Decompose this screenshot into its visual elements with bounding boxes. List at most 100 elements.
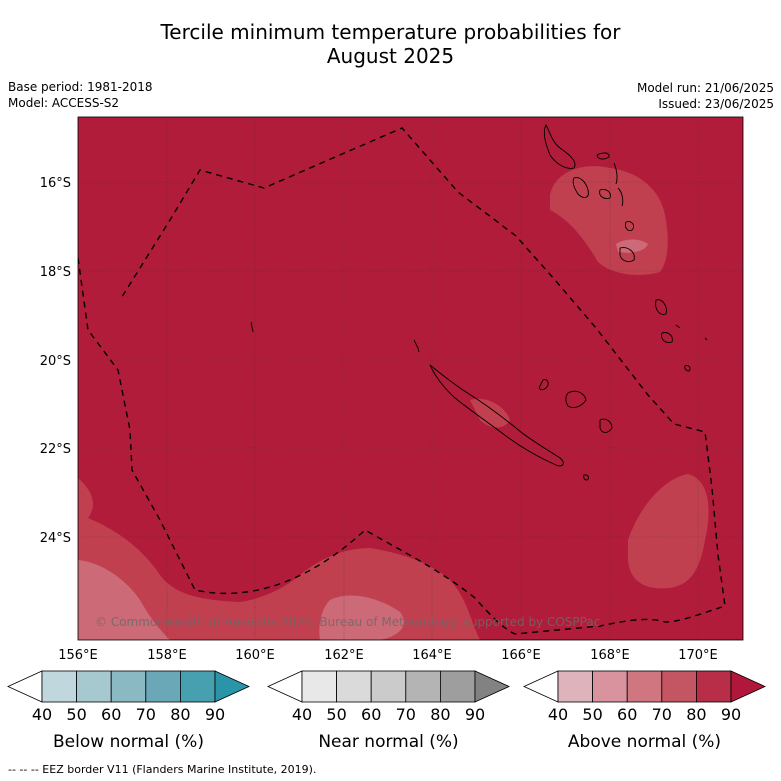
- longitude-label: 158°E: [147, 648, 187, 663]
- model-run: Model run: 21/06/2025: [636, 81, 774, 95]
- colorbar-tick-label: 70: [396, 705, 416, 724]
- latitude-label: 24°S: [40, 531, 71, 546]
- colorbar-max-extend: [474, 670, 510, 703]
- island-chesterfield: [250, 321, 254, 333]
- longitude-labels: 156°E 158°E 160°E 162°E 164°E 166°E 168°E 170°E: [58, 648, 718, 663]
- colorbar-tick-label: 60: [617, 705, 637, 724]
- map-area: © Commonwealth of Australia 2025, Bureau…: [78, 117, 743, 640]
- colorbar-segment: [661, 670, 697, 703]
- longitude-label: 162°E: [324, 648, 364, 663]
- colorbar-max-extend: [730, 670, 766, 703]
- colorbar-tick-label: 50: [66, 705, 86, 724]
- probability-patch-new-caledonia: [470, 398, 510, 428]
- colorbar-segment: [41, 670, 77, 703]
- longitude-label: 164°E: [412, 648, 452, 663]
- colorbar-title: Below normal (%): [53, 732, 204, 752]
- eez-border: [78, 127, 726, 635]
- colorbar-tick-label: 70: [652, 705, 672, 724]
- colorbar-segment: [626, 670, 663, 703]
- colorbar-title: Above normal (%): [568, 732, 721, 752]
- island-new-caledonia: [429, 364, 564, 467]
- model-name: Model: ACCESS-S2: [8, 96, 120, 110]
- island-mare: [599, 418, 613, 433]
- island-pentecost: [617, 187, 624, 207]
- colorbar-max-extend: [214, 670, 250, 703]
- colorbar-segment: [405, 670, 441, 703]
- colorbar-min-extend: [523, 670, 559, 703]
- island-walpole: [704, 337, 708, 341]
- island-ambae: [596, 152, 610, 160]
- colorbar-tick-label: 90: [205, 705, 225, 724]
- island-ouvea: [539, 379, 549, 391]
- island-tanna: [655, 299, 667, 315]
- island-espiritu-santo: [543, 124, 576, 169]
- island-ambrym: [599, 189, 611, 199]
- colorbar-tick-label: 90: [721, 705, 741, 724]
- colorbar-title: Near normal (%): [318, 732, 458, 752]
- colorbar-tick-label: 80: [170, 705, 190, 724]
- colorbar-min-extend: [267, 670, 303, 703]
- latitude-label: 20°S: [40, 354, 71, 369]
- island-futuna: [675, 324, 681, 329]
- island-erromango: [619, 247, 635, 263]
- longitude-label: 166°E: [501, 648, 541, 663]
- colorbar-segment: [336, 670, 372, 703]
- colorbar-tick-label: 60: [101, 705, 121, 724]
- copyright-notice: © Commonwealth of Australia 2025, Bureau…: [95, 615, 600, 629]
- colorbar-tick-label: 50: [582, 705, 602, 724]
- colorbar-segment: [592, 670, 628, 703]
- map-frame: [77, 116, 744, 641]
- probability-patch-south: [319, 595, 404, 640]
- graticule: [78, 117, 743, 640]
- colorbar-tick-label: 90: [465, 705, 485, 724]
- island-aneityum: [661, 332, 673, 343]
- colorbar-segment: [301, 670, 337, 703]
- island-lifou: [565, 390, 587, 409]
- longitude-label: 170°E: [678, 648, 718, 663]
- coastlines: [250, 124, 708, 481]
- probability-patch-southeast: [628, 474, 709, 589]
- latitude-labels: 16°S 18°S 20°S 22°S 24°S: [40, 176, 71, 546]
- longitude-label: 168°E: [590, 648, 630, 663]
- map-title-line2: August 2025: [326, 44, 455, 68]
- colorbar: 40 50 60 70 80 90 Near normal (%): [267, 670, 510, 752]
- map-title-line1: Tercile minimum temperature probabilitie…: [160, 20, 621, 44]
- colorbar-segment: [439, 670, 476, 703]
- island-efate: [625, 221, 635, 231]
- colorbar-segment: [145, 670, 181, 703]
- probability-patch-southwest-light: [78, 560, 170, 640]
- probability-patch-southwest: [78, 478, 480, 640]
- colorbar-segment: [76, 670, 112, 703]
- latitude-label: 22°S: [40, 442, 71, 457]
- colorbar-segment: [110, 670, 147, 703]
- colorbar-tick-label: 40: [548, 705, 568, 724]
- island-pines: [583, 474, 589, 481]
- colorbar-tick-label: 70: [136, 705, 156, 724]
- latitude-label: 16°S: [40, 176, 71, 191]
- base-period: Base period: 1981-2018: [8, 80, 153, 94]
- colorbar-tick-label: 60: [361, 705, 381, 724]
- colorbar-tick-label: 80: [686, 705, 706, 724]
- colorbar-tick-label: 40: [292, 705, 312, 724]
- colorbar-tick-label: 40: [32, 705, 52, 724]
- latitude-label: 18°S: [40, 265, 71, 280]
- colorbar-segment: [557, 670, 593, 703]
- colorbar-tick-label: 50: [326, 705, 346, 724]
- colorbar-min-extend: [7, 670, 43, 703]
- issued-date: Issued: 23/06/2025: [658, 97, 774, 111]
- longitude-label: 160°E: [235, 648, 275, 663]
- island-aniwa: [684, 365, 691, 372]
- eez-legend-footnote: -- -- -- EEZ border V11 (Flanders Marine…: [8, 763, 317, 776]
- colorbar-segment: [179, 670, 216, 703]
- probability-patch-vanuatu-light: [616, 239, 648, 253]
- colorbar-segment: [696, 670, 732, 703]
- longitude-label: 156°E: [58, 648, 98, 663]
- colorbar-tick-label: 80: [430, 705, 450, 724]
- island-malekula: [572, 177, 589, 198]
- colorbar-segment: [370, 670, 407, 703]
- island-maewo: [613, 162, 618, 185]
